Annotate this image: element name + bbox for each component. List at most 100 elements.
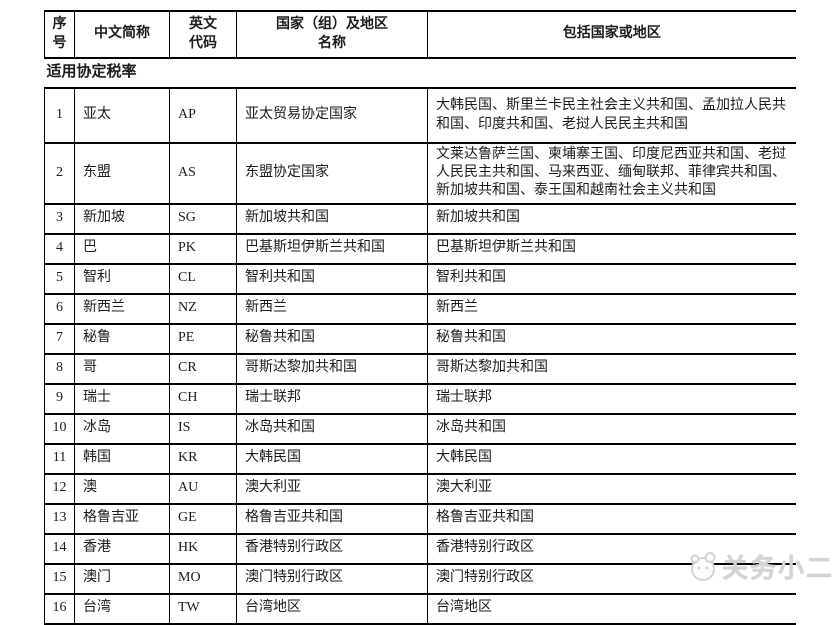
- tariff-rate-table: 序 号 中文简称 英文 代码 国家（组）及地区 名称 包括国家或地区 适用协定税…: [44, 10, 796, 625]
- included-countries-cell: 文莱达鲁萨兰国、柬埔寨王国、印度尼西亚共和国、老挝人民民主共和国、马来西亚、缅甸…: [427, 142, 796, 205]
- table-row: 12 澳 AU 澳大利亚 澳大利亚: [44, 472, 796, 505]
- country-name-cell: 秘鲁共和国: [236, 322, 428, 355]
- header-country-group-name: 国家（组）及地区 名称: [236, 10, 428, 59]
- table-row: 2 东盟 AS 东盟协定国家 文莱达鲁萨兰国、柬埔寨王国、印度尼西亚共和国、老挝…: [44, 142, 796, 205]
- header-included-countries: 包括国家或地区: [427, 10, 796, 59]
- included-countries-cell: 巴基斯坦伊斯兰共和国: [427, 232, 796, 265]
- included-countries-cell: 大韩民国: [427, 442, 796, 475]
- included-countries-cell: 香港特别行政区: [427, 532, 796, 565]
- country-name-cell: 香港特别行政区: [236, 532, 428, 565]
- tariff-table-container: 序 号 中文简称 英文 代码 国家（组）及地区 名称 包括国家或地区 适用协定税…: [44, 10, 796, 625]
- chinese-abbr-cell: 智利: [74, 262, 170, 295]
- included-countries-cell: 新西兰: [427, 292, 796, 325]
- serial-number-cell: 15: [44, 562, 75, 595]
- english-code-cell: IS: [169, 412, 237, 445]
- included-countries-cell: 澳门特别行政区: [427, 562, 796, 595]
- table-header: 序 号 中文简称 英文 代码 国家（组）及地区 名称 包括国家或地区: [44, 10, 796, 59]
- included-countries-cell: 格鲁吉亚共和国: [427, 502, 796, 535]
- included-countries-cell: 澳大利亚: [427, 472, 796, 505]
- included-countries-cell: 哥斯达黎加共和国: [427, 352, 796, 385]
- serial-number-cell: 3: [44, 202, 75, 235]
- english-code-cell: AP: [169, 87, 237, 144]
- english-code-cell: HK: [169, 532, 237, 565]
- country-name-cell: 瑞士联邦: [236, 382, 428, 415]
- english-code-cell: NZ: [169, 292, 237, 325]
- table-row: 14 香港 HK 香港特别行政区 香港特别行政区: [44, 532, 796, 565]
- header-english-code: 英文 代码: [169, 10, 237, 59]
- table-row: 15 澳门 MO 澳门特别行政区 澳门特别行政区: [44, 562, 796, 595]
- table-row: 10 冰岛 IS 冰岛共和国 冰岛共和国: [44, 412, 796, 445]
- included-countries-cell: 冰岛共和国: [427, 412, 796, 445]
- chinese-abbr-cell: 新加坡: [74, 202, 170, 235]
- included-countries-cell: 秘鲁共和国: [427, 322, 796, 355]
- serial-number-cell: 7: [44, 322, 75, 355]
- chinese-abbr-cell: 韩国: [74, 442, 170, 475]
- country-name-cell: 澳门特别行政区: [236, 562, 428, 595]
- table-row: 11 韩国 KR 大韩民国 大韩民国: [44, 442, 796, 475]
- country-name-cell: 大韩民国: [236, 442, 428, 475]
- english-code-cell: TW: [169, 592, 237, 625]
- table-row: 8 哥 CR 哥斯达黎加共和国 哥斯达黎加共和国: [44, 352, 796, 385]
- country-name-cell: 新西兰: [236, 292, 428, 325]
- serial-number-cell: 9: [44, 382, 75, 415]
- chinese-abbr-cell: 秘鲁: [74, 322, 170, 355]
- serial-number-cell: 16: [44, 592, 75, 625]
- included-countries-cell: 新加坡共和国: [427, 202, 796, 235]
- country-name-cell: 台湾地区: [236, 592, 428, 625]
- included-countries-cell: 瑞士联邦: [427, 382, 796, 415]
- english-code-cell: PK: [169, 232, 237, 265]
- header-serial-number: 序 号: [44, 10, 75, 59]
- serial-number-cell: 8: [44, 352, 75, 385]
- chinese-abbr-cell: 台湾: [74, 592, 170, 625]
- country-name-cell: 新加坡共和国: [236, 202, 428, 235]
- english-code-cell: AS: [169, 142, 237, 205]
- serial-number-cell: 10: [44, 412, 75, 445]
- section-title: 适用协定税率: [44, 57, 796, 89]
- chinese-abbr-cell: 瑞士: [74, 382, 170, 415]
- serial-number-cell: 4: [44, 232, 75, 265]
- chinese-abbr-cell: 澳: [74, 472, 170, 505]
- country-name-cell: 亚太贸易协定国家: [236, 87, 428, 144]
- serial-number-cell: 5: [44, 262, 75, 295]
- country-name-cell: 哥斯达黎加共和国: [236, 352, 428, 385]
- country-name-cell: 澳大利亚: [236, 472, 428, 505]
- table-row: 5 智利 CL 智利共和国 智利共和国: [44, 262, 796, 295]
- table-row: 4 巴 PK 巴基斯坦伊斯兰共和国 巴基斯坦伊斯兰共和国: [44, 232, 796, 265]
- chinese-abbr-cell: 亚太: [74, 87, 170, 144]
- header-row: 序 号 中文简称 英文 代码 国家（组）及地区 名称 包括国家或地区: [44, 10, 796, 59]
- english-code-cell: CH: [169, 382, 237, 415]
- table-row: 7 秘鲁 PE 秘鲁共和国 秘鲁共和国: [44, 322, 796, 355]
- english-code-cell: GE: [169, 502, 237, 535]
- country-name-cell: 东盟协定国家: [236, 142, 428, 205]
- serial-number-cell: 14: [44, 532, 75, 565]
- chinese-abbr-cell: 东盟: [74, 142, 170, 205]
- section-row: 适用协定税率: [44, 57, 796, 89]
- chinese-abbr-cell: 澳门: [74, 562, 170, 595]
- serial-number-cell: 13: [44, 502, 75, 535]
- table-row: 13 格鲁吉亚 GE 格鲁吉亚共和国 格鲁吉亚共和国: [44, 502, 796, 535]
- english-code-cell: KR: [169, 442, 237, 475]
- country-name-cell: 智利共和国: [236, 262, 428, 295]
- chinese-abbr-cell: 香港: [74, 532, 170, 565]
- table-row: 3 新加坡 SG 新加坡共和国 新加坡共和国: [44, 202, 796, 235]
- table-row: 9 瑞士 CH 瑞士联邦 瑞士联邦: [44, 382, 796, 415]
- serial-number-cell: 12: [44, 472, 75, 505]
- chinese-abbr-cell: 巴: [74, 232, 170, 265]
- table-row: 16 台湾 TW 台湾地区 台湾地区: [44, 592, 796, 625]
- english-code-cell: MO: [169, 562, 237, 595]
- chinese-abbr-cell: 格鲁吉亚: [74, 502, 170, 535]
- header-chinese-abbr: 中文简称: [74, 10, 170, 59]
- english-code-cell: PE: [169, 322, 237, 355]
- included-countries-cell: 大韩民国、斯里兰卡民主社会主义共和国、孟加拉人民共和国、印度共和国、老挝人民民主…: [427, 87, 796, 144]
- country-name-cell: 巴基斯坦伊斯兰共和国: [236, 232, 428, 265]
- included-countries-cell: 台湾地区: [427, 592, 796, 625]
- english-code-cell: SG: [169, 202, 237, 235]
- chinese-abbr-cell: 哥: [74, 352, 170, 385]
- english-code-cell: CL: [169, 262, 237, 295]
- country-name-cell: 格鲁吉亚共和国: [236, 502, 428, 535]
- table-row: 6 新西兰 NZ 新西兰 新西兰: [44, 292, 796, 325]
- serial-number-cell: 6: [44, 292, 75, 325]
- table-body: 1 亚太 AP 亚太贸易协定国家 大韩民国、斯里兰卡民主社会主义共和国、孟加拉人…: [44, 87, 796, 625]
- country-name-cell: 冰岛共和国: [236, 412, 428, 445]
- english-code-cell: CR: [169, 352, 237, 385]
